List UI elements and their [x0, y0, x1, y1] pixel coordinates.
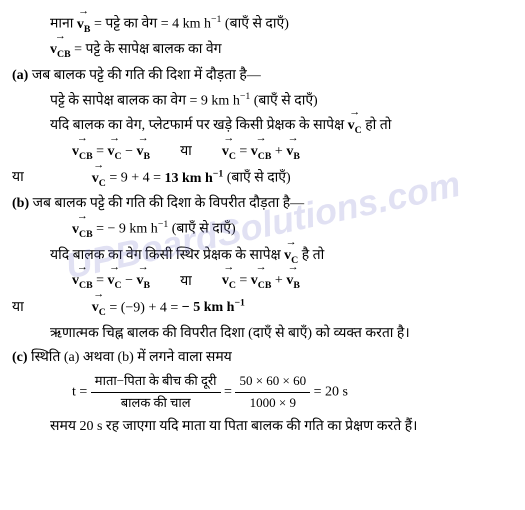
text: हो तो [365, 118, 391, 133]
part-b-eq1: vCB = vC − vB या vC = vCB + vB [12, 270, 513, 293]
eq-right: vC = vCB + vB [222, 141, 300, 164]
or: या [180, 271, 192, 293]
vec-vcb: vCB [72, 219, 93, 242]
part-a-head: (a) जब बालक पट्टे की गति की दिशा में दौड… [12, 65, 513, 87]
eq: = [224, 385, 235, 400]
part-a-rel: पट्टे के सापेक्ष बालक का वेग = 9 km h−1 … [12, 89, 513, 113]
eq-right: vC = vCB + vB [222, 270, 300, 293]
text: जब बालक पट्टे की गति की दिशा में दौड़ता … [32, 68, 261, 83]
eq: vC = (−9) + 4 = − 5 km h−1 [54, 296, 245, 321]
text: है तो [302, 248, 325, 263]
line-vb-def: माना vB = पट्टे का वेग = 4 km h−1 (बाएँ … [12, 12, 513, 37]
vec-vb: vB [77, 14, 91, 37]
part-c-eq: t = माता−पिता के बीच की दूरी बालक की चाल… [12, 371, 513, 414]
text: (बाएँ से दाएँ) [254, 94, 318, 109]
label-c: (c) [12, 350, 28, 365]
eq-left: vCB = vC − vB [72, 141, 150, 164]
or: या [12, 167, 24, 189]
or: या [12, 297, 24, 319]
label-a: (a) [12, 68, 28, 83]
part-b-eq2: या vC = (−9) + 4 = − 5 km h−1 [12, 296, 513, 321]
result: = 20 s [314, 385, 348, 400]
eq-left: vCB = vC − vB [72, 270, 150, 293]
part-c-last: समय 20 s रह जाएगा यदि माता या पिता बालक … [12, 416, 513, 438]
label-b: (b) [12, 196, 29, 211]
text: (बाएँ से दाएँ) [225, 17, 289, 32]
vec-vc: vC [348, 115, 362, 138]
frac-2: 50 × 60 × 60 1000 × 9 [235, 371, 310, 414]
t-eq: t = [72, 385, 91, 400]
part-c-head: (c) स्थिति (a) अथवा (b) में लगने वाला सम… [12, 347, 513, 369]
eq: vC = 9 + 4 = 13 km h−1 (बाएँ से दाएँ) [54, 166, 291, 191]
text: = − 9 km h [96, 222, 158, 237]
part-b-note: ऋणात्मक चिह्न बालक की विपरीत दिशा (दाएँ … [12, 323, 513, 345]
part-a-eq1: vCB = vC − vB या vC = vCB + vB [12, 141, 513, 164]
text: यदि बालक का वेग, प्लेटफार्म पर खड़े किसी… [50, 118, 348, 133]
part-b-rel: vCB = − 9 km h−1 (बाएँ से दाएँ) [12, 217, 513, 242]
text: = पट्टे का वेग = 4 km h [94, 17, 211, 32]
frac-1: माता−पिता के बीच की दूरी बालक की चाल [91, 371, 221, 414]
text: पट्टे के सापेक्ष बालक का वेग = 9 km h [50, 94, 240, 109]
text: (बाएँ से दाएँ) [172, 222, 236, 237]
text: स्थिति (a) अथवा (b) में लगने वाला समय [31, 350, 232, 365]
line-vcb-def: vCB = पट्टे के सापेक्ष बालक का वेग [12, 39, 513, 62]
part-a-eq2: या vC = 9 + 4 = 13 km h−1 (बाएँ से दाएँ) [12, 166, 513, 191]
text: = पट्टे के सापेक्ष बालक का वेग [74, 42, 221, 57]
vec-vcb: vCB [50, 39, 71, 62]
or: या [180, 141, 192, 163]
